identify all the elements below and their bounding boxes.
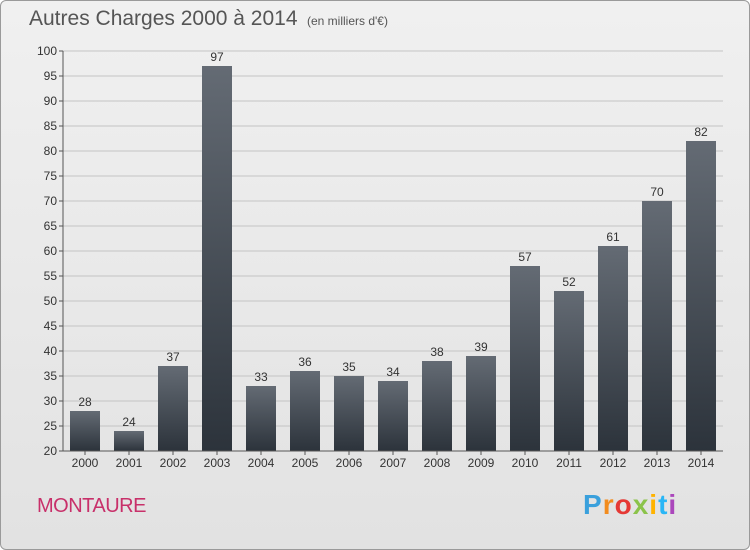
bar bbox=[378, 381, 408, 451]
y-tick-label: 40 bbox=[44, 344, 58, 358]
bar-value-label: 28 bbox=[78, 395, 92, 409]
x-tick-label: 2007 bbox=[380, 456, 407, 470]
bar-value-label: 61 bbox=[606, 230, 620, 244]
bar bbox=[70, 411, 100, 451]
x-tick-label: 2011 bbox=[556, 456, 582, 470]
bar bbox=[466, 356, 496, 451]
x-tick-label: 2009 bbox=[468, 456, 495, 470]
bar bbox=[642, 201, 672, 451]
bar bbox=[598, 246, 628, 451]
y-tick-label: 55 bbox=[44, 269, 58, 283]
x-tick-label: 2010 bbox=[512, 456, 539, 470]
y-tick-label: 20 bbox=[44, 444, 58, 458]
bar-value-label: 36 bbox=[298, 355, 312, 369]
y-tick-label: 65 bbox=[44, 219, 58, 233]
bar bbox=[422, 361, 452, 451]
bar bbox=[290, 371, 320, 451]
y-tick-label: 75 bbox=[44, 169, 58, 183]
y-tick-label: 100 bbox=[37, 44, 57, 58]
proxiti-logo: Proxiti bbox=[583, 489, 677, 521]
logo-letter: i bbox=[649, 489, 659, 520]
y-tick-label: 90 bbox=[44, 94, 58, 108]
y-tick-label: 50 bbox=[44, 294, 58, 308]
y-tick-label: 30 bbox=[44, 394, 58, 408]
x-tick-label: 2014 bbox=[688, 456, 715, 470]
bars: 28 24 37 97 33 36 35 34 38 39 57 52 61 70 82 bbox=[70, 50, 716, 451]
y-tick-label: 60 bbox=[44, 244, 58, 258]
axes: 20 25 30 35 40 45 50 55 60 65 70 75 80 85 90 95 100 2000 2… bbox=[37, 44, 723, 470]
bar bbox=[202, 66, 232, 451]
x-tick-label: 2002 bbox=[160, 456, 187, 470]
logo-letter: x bbox=[632, 489, 650, 520]
x-tick-label: 2008 bbox=[424, 456, 451, 470]
bar-value-label: 97 bbox=[210, 50, 224, 64]
bar bbox=[554, 291, 584, 451]
bar-value-label: 33 bbox=[254, 370, 268, 384]
commune-name: MONTAURE bbox=[37, 495, 146, 517]
y-tick-label: 35 bbox=[44, 369, 58, 383]
bar-value-label: 24 bbox=[122, 415, 136, 429]
bar-value-label: 57 bbox=[518, 250, 532, 264]
y-tick-label: 80 bbox=[44, 144, 58, 158]
bar-value-label: 37 bbox=[166, 350, 180, 364]
bar bbox=[246, 386, 276, 451]
y-tick-label: 85 bbox=[44, 119, 58, 133]
bar bbox=[114, 431, 144, 451]
bar-value-label: 35 bbox=[342, 360, 356, 374]
bar-value-label: 52 bbox=[562, 275, 576, 289]
logo-letter: P bbox=[583, 489, 603, 520]
x-tick-label: 2005 bbox=[292, 456, 319, 470]
x-tick-label: 2003 bbox=[204, 456, 231, 470]
x-tick-label: 2004 bbox=[248, 456, 275, 470]
bar-value-label: 34 bbox=[386, 365, 400, 379]
y-tick-label: 25 bbox=[44, 419, 58, 433]
logo-letter: r bbox=[602, 489, 615, 520]
bar-value-label: 39 bbox=[474, 340, 488, 354]
bar-value-label: 38 bbox=[430, 345, 444, 359]
x-tick-label: 2013 bbox=[644, 456, 671, 470]
bar bbox=[510, 266, 540, 451]
y-tick-label: 95 bbox=[44, 69, 58, 83]
bar-value-label: 70 bbox=[650, 185, 664, 199]
logo-letter: o bbox=[614, 489, 633, 520]
x-tick-label: 2012 bbox=[600, 456, 627, 470]
x-tick-label: 2006 bbox=[336, 456, 363, 470]
x-tick-label: 2001 bbox=[116, 456, 143, 470]
y-tick-label: 70 bbox=[44, 194, 58, 208]
chart-title: Autres Charges 2000 à 2014 bbox=[29, 7, 298, 30]
logo-letter: i bbox=[668, 489, 678, 520]
bar bbox=[334, 376, 364, 451]
bar bbox=[686, 141, 716, 451]
y-tick-label: 45 bbox=[44, 319, 58, 333]
x-tick-label: 2000 bbox=[72, 456, 99, 470]
chart-subtitle: (en milliers d'€) bbox=[307, 14, 388, 28]
bar bbox=[158, 366, 188, 451]
logo-letter: t bbox=[658, 489, 669, 520]
bar-value-label: 82 bbox=[694, 125, 708, 139]
